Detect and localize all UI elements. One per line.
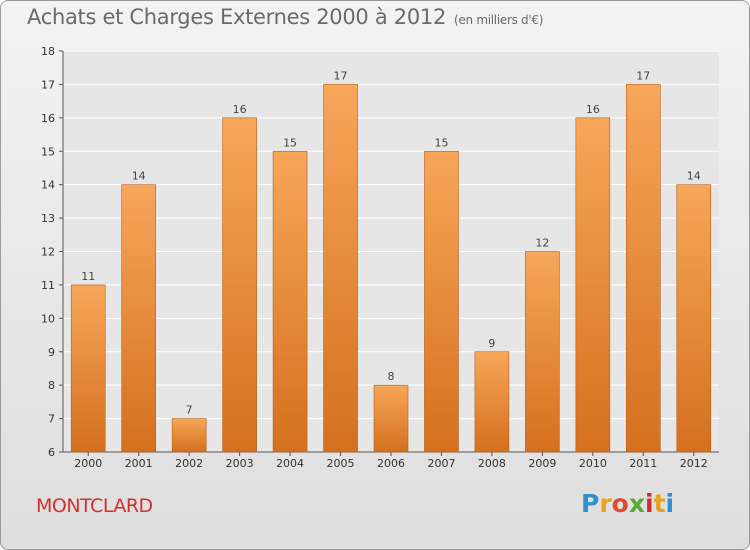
- y-tick-label: 16: [41, 112, 55, 125]
- data-label: 7: [186, 404, 193, 417]
- bar: [525, 251, 560, 453]
- x-tick-label: 2009: [528, 457, 556, 470]
- y-tick-label: 7: [48, 413, 55, 426]
- data-label: 14: [132, 170, 146, 183]
- bar: [424, 150, 459, 453]
- bar: [474, 351, 510, 453]
- logo-letter: r: [599, 489, 612, 518]
- x-tick-label: 2004: [276, 457, 304, 470]
- logo-letter: P: [581, 489, 600, 518]
- data-label: 8: [388, 370, 395, 383]
- y-tick-label: 13: [41, 212, 55, 225]
- bar: [272, 150, 308, 453]
- x-tick-label: 2007: [427, 457, 455, 470]
- data-label: 12: [535, 237, 549, 250]
- x-tick-label: 2006: [377, 457, 405, 470]
- data-label: 17: [334, 69, 348, 82]
- data-label: 15: [283, 136, 297, 149]
- bar: [676, 184, 712, 453]
- bar: [222, 117, 257, 453]
- proxiti-logo: Proxiti: [581, 489, 674, 518]
- x-tick-label: 2011: [629, 457, 657, 470]
- y-tick-label: 15: [41, 145, 55, 158]
- logo-letter: o: [611, 489, 629, 518]
- data-label: 9: [488, 337, 495, 350]
- y-tick-label: 17: [41, 78, 55, 91]
- bar: [575, 117, 611, 453]
- y-tick-label: 9: [48, 346, 55, 359]
- bar: [171, 418, 207, 453]
- bar: [323, 84, 358, 453]
- commune-name: MONTCLARD: [36, 495, 153, 517]
- y-tick-label: 8: [48, 379, 55, 392]
- logo-letter: x: [628, 489, 645, 518]
- x-tick-label: 2012: [680, 457, 708, 470]
- data-label: 15: [434, 136, 448, 149]
- data-label: 14: [687, 170, 701, 183]
- data-label: 17: [636, 69, 650, 82]
- y-tick-label: 12: [41, 246, 55, 259]
- x-tick-label: 2005: [327, 457, 355, 470]
- chart-title-text: Achats et Charges Externes 2000 à 2012: [27, 5, 447, 29]
- x-tick-label: 2010: [579, 457, 607, 470]
- chart-subtitle: (en milliers d'€): [454, 13, 544, 27]
- x-tick-label: 2003: [226, 457, 254, 470]
- bar: [70, 284, 106, 453]
- bar: [626, 84, 661, 453]
- y-tick-label: 18: [41, 45, 55, 58]
- logo-letter: i: [665, 489, 675, 518]
- x-tick-label: 2008: [478, 457, 506, 470]
- data-label: 16: [586, 103, 600, 116]
- data-label: 16: [233, 103, 247, 116]
- x-tick-label: 2001: [125, 457, 153, 470]
- y-tick-label: 14: [41, 179, 55, 192]
- x-tick-label: 2000: [74, 457, 102, 470]
- y-tick-label: 10: [41, 312, 55, 325]
- y-tick-label: 11: [41, 279, 55, 292]
- data-label: 11: [81, 270, 95, 283]
- y-tick-label: 6: [48, 446, 55, 459]
- logo-letter: t: [653, 489, 666, 518]
- bar: [373, 384, 409, 453]
- bar: [121, 184, 156, 453]
- x-tick-label: 2002: [175, 457, 203, 470]
- logo-letter: i: [645, 489, 654, 518]
- chart-title: Achats et Charges Externes 2000 à 2012 (e…: [27, 5, 543, 29]
